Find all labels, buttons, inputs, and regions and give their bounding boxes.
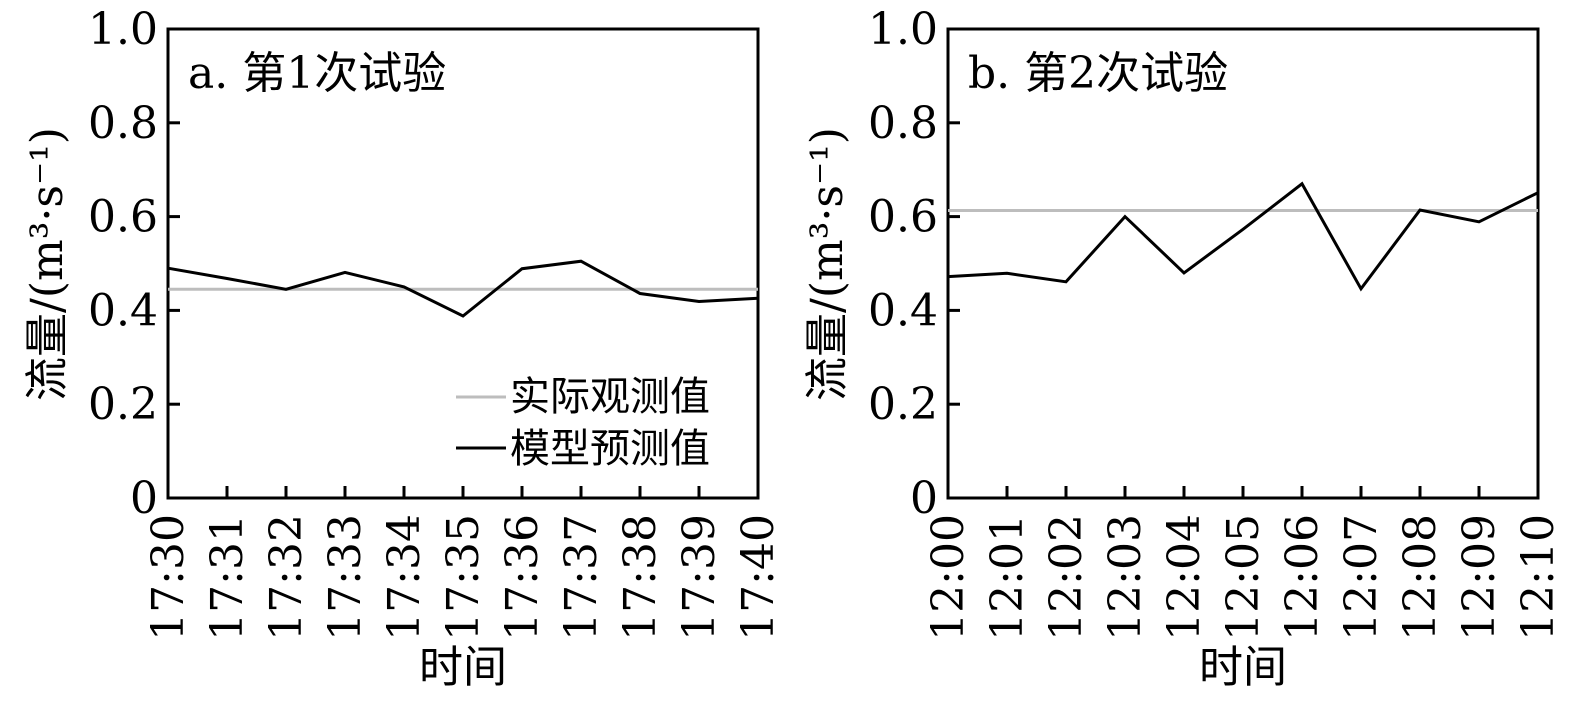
panel-a-xtick-label: 17:38	[615, 514, 666, 641]
panel-b-title: b. 第2次试验	[968, 48, 1228, 99]
panel-b-ylabel: 流量/(m³·s⁻¹)	[802, 127, 853, 401]
panel-b-xtick-label: 12:10	[1513, 514, 1564, 641]
panel-b-xtick-label: 12:01	[982, 514, 1033, 641]
panel-a-xtick-label: 17:36	[497, 514, 548, 641]
panel-b-xtick-label: 12:03	[1100, 514, 1151, 641]
panel-a-series	[167, 259, 759, 318]
panel-b-ytick-label: 0.4	[868, 285, 938, 336]
panel-a-xtick-label: 17:30	[143, 514, 194, 641]
panel-b-ytick-label: 0.2	[868, 379, 938, 430]
panel-a-title: a. 第1次试验	[188, 48, 446, 99]
panel-a-ylabel: 流量/(m³·s⁻¹)	[22, 127, 73, 401]
panel-b-yticks: 0 0.2 0.4 0.6 0.8 1.0	[868, 4, 960, 524]
panel-b-series	[947, 181, 1539, 292]
panel-b-frame	[946, 27, 1540, 500]
panel-b-xtick-label: 12:05	[1218, 514, 1269, 641]
panel-b-xtick-label: 12:02	[1041, 514, 1092, 641]
panel-a-yticks: 0 0.2 0.4 0.6 0.8 1.0	[88, 4, 180, 524]
panel-a-ytick-label: 0	[130, 473, 158, 524]
panel-a-xtick-label: 17:34	[379, 514, 430, 641]
panel-b-ytick-label: 1.0	[868, 4, 938, 55]
panel-a-ytick-label: 0.4	[88, 285, 158, 336]
panel-b-xtick-label: 12:04	[1159, 514, 1210, 641]
legend-observed-label: 实际观测值	[510, 374, 710, 420]
panel-a-xtick-label: 17:35	[438, 514, 489, 641]
panel-a-xticks: 17:30 17:31 17:32 17:33 17:34 17:35 17:36 17:37…	[143, 486, 784, 641]
panel-a-xtick-label: 17:37	[556, 514, 607, 641]
panel-a-xtick-label: 17:40	[733, 514, 784, 641]
panel-a-xtick-label: 17:31	[202, 514, 253, 641]
panel-b: b. 第2次试验 流量/(m³·s⁻¹) 时间 0 0.2 0.4 0.6 0.8 1.0…	[802, 4, 1564, 693]
panel-a-ytick-label: 1.0	[88, 4, 158, 55]
panel-a-ytick-label: 0.6	[88, 192, 158, 243]
panel-b-ytick-label: 0.6	[868, 192, 938, 243]
panel-b-xtick-label: 12:06	[1277, 514, 1328, 641]
legend-predicted-label: 模型预测值	[510, 426, 710, 472]
panel-a-xlabel: 时间	[419, 642, 507, 693]
panel-a-xtick-label: 17:39	[674, 514, 725, 641]
panel-a-xtick-label: 17:33	[320, 514, 371, 641]
panel-a: a. 第1次试验 流量/(m³·s⁻¹) 时间 0 0.2 0.4 0.6 0.8 1.0…	[22, 4, 784, 693]
panel-b-ytick-label: 0	[910, 473, 938, 524]
panel-a-predicted-line	[167, 259, 759, 318]
panel-b-xlabel: 时间	[1199, 642, 1287, 693]
panel-b-xticks: 12:00 12:01 12:02 12:03 12:04 12:05 12:06 12:07…	[923, 486, 1564, 641]
panel-b-predicted-line	[947, 181, 1539, 292]
legend: 实际观测值 模型预测值	[456, 374, 710, 472]
panel-b-ytick-label: 0.8	[868, 98, 938, 149]
panel-b-xtick-label: 12:07	[1336, 514, 1387, 641]
panel-a-ytick-label: 0.8	[88, 98, 158, 149]
panel-b-xtick-label: 12:08	[1395, 514, 1446, 641]
panel-a-ytick-label: 0.2	[88, 379, 158, 430]
panel-b-xtick-label: 12:00	[923, 514, 974, 641]
panel-a-xtick-label: 17:32	[261, 514, 312, 641]
panel-b-xtick-label: 12:09	[1454, 514, 1505, 641]
